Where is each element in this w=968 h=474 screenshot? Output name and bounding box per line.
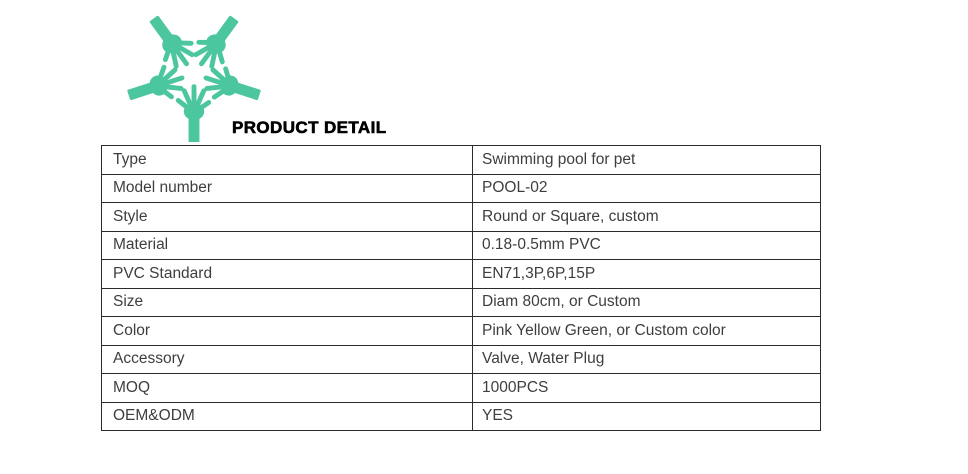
spec-label: Color <box>101 316 473 346</box>
spec-value: 0.18-0.5mm PVC <box>472 230 821 260</box>
spec-value: Round or Square, custom <box>472 202 821 232</box>
table-row: Type Swimming pool for pet <box>101 145 821 175</box>
spec-value: Swimming pool for pet <box>472 145 821 175</box>
page-title: PRODUCT DETAIL <box>232 118 387 138</box>
product-detail-table: Type Swimming pool for pet Model number POO… <box>101 145 821 431</box>
table-row: Material 0.18-0.5mm PVC <box>101 230 821 260</box>
spec-value: Diam 80cm, or Custom <box>472 287 821 317</box>
table-row: Accessory Valve, Water Plug <box>101 344 821 374</box>
spec-value: EN71,3P,6P,15P <box>472 259 821 289</box>
spec-label: Accessory <box>101 344 473 374</box>
spec-value: POOL-02 <box>472 173 821 203</box>
table-row: Size Diam 80cm, or Custom <box>101 287 821 317</box>
spec-label: PVC Standard <box>101 259 473 289</box>
table-row: Model number POOL-02 <box>101 173 821 203</box>
spec-label: Type <box>101 145 473 175</box>
spec-value: Valve, Water Plug <box>472 344 821 374</box>
spec-label: Size <box>101 287 473 317</box>
spec-value: 1000PCS <box>472 373 821 403</box>
table-row: OEM&ODM YES <box>101 401 821 431</box>
spec-label: Style <box>101 202 473 232</box>
spec-label: Material <box>101 230 473 260</box>
spec-value: Pink Yellow Green, or Custom color <box>472 316 821 346</box>
table-row: Style Round or Square, custom <box>101 202 821 232</box>
spec-value: YES <box>472 401 821 431</box>
spec-label: OEM&ODM <box>101 401 473 431</box>
table-body: Type Swimming pool for pet Model number POO… <box>101 145 821 431</box>
spec-label: Model number <box>101 173 473 203</box>
table-row: PVC Standard EN71,3P,6P,15P <box>101 259 821 289</box>
table-row: Color Pink Yellow Green, or Custom color <box>101 316 821 346</box>
spec-label: MOQ <box>101 373 473 403</box>
table-row: MOQ 1000PCS <box>101 373 821 403</box>
